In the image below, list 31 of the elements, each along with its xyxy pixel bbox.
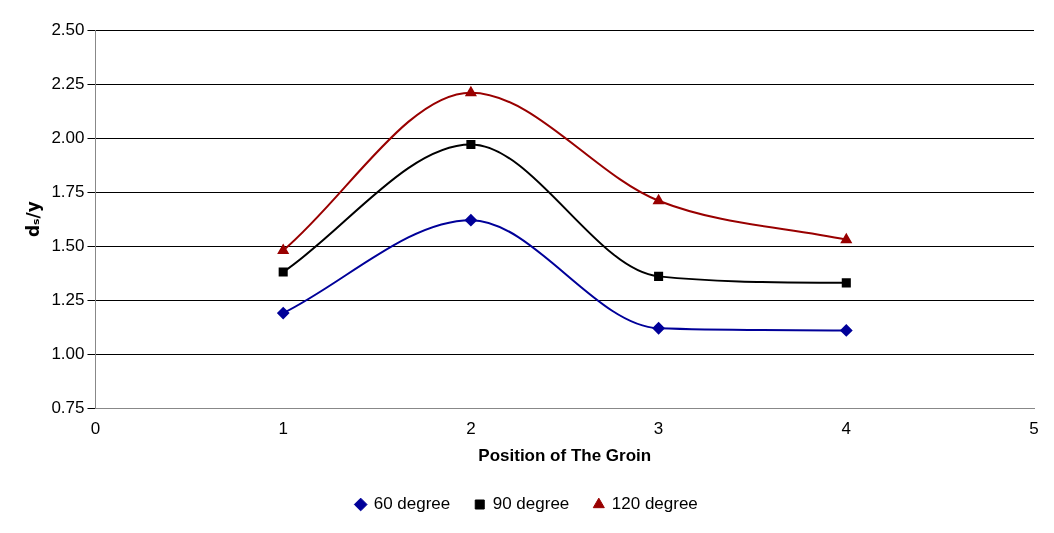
point — [840, 233, 852, 244]
y-tick-label: 2.50 — [51, 19, 85, 39]
y-axis-title: dₛ/y — [22, 201, 43, 238]
point — [278, 267, 288, 277]
legend-label: 120 degree — [611, 494, 698, 514]
legend-label: 90 degree — [492, 494, 570, 514]
y-tick-label: 1.25 — [51, 289, 85, 309]
y-tick-label: 1.75 — [51, 181, 85, 201]
point — [652, 322, 665, 335]
x-tick-label: 3 — [653, 419, 664, 439]
point — [466, 140, 476, 150]
point — [653, 194, 664, 205]
legend-label: 60 degree — [373, 494, 451, 514]
point — [277, 307, 290, 320]
point — [654, 271, 664, 281]
point — [840, 324, 853, 337]
x-axis-title: Position of The Groin — [478, 446, 652, 466]
point — [464, 214, 477, 227]
x-tick-label: 1 — [278, 419, 288, 439]
y-tick-label: 1.50 — [51, 235, 85, 255]
x-tick-label: 2 — [466, 419, 476, 439]
y-tick-label: 0.75 — [51, 397, 85, 417]
point — [841, 278, 851, 288]
x-tick-label: 0 — [90, 419, 101, 439]
point — [277, 244, 289, 254]
x-tick-label: 5 — [1029, 419, 1039, 439]
x-tick-label: 4 — [841, 419, 852, 439]
y-tick-label: 2.25 — [51, 73, 85, 93]
point — [465, 86, 477, 97]
y-tick-label: 1.00 — [51, 343, 85, 363]
y-tick-label: 2.00 — [51, 127, 85, 147]
